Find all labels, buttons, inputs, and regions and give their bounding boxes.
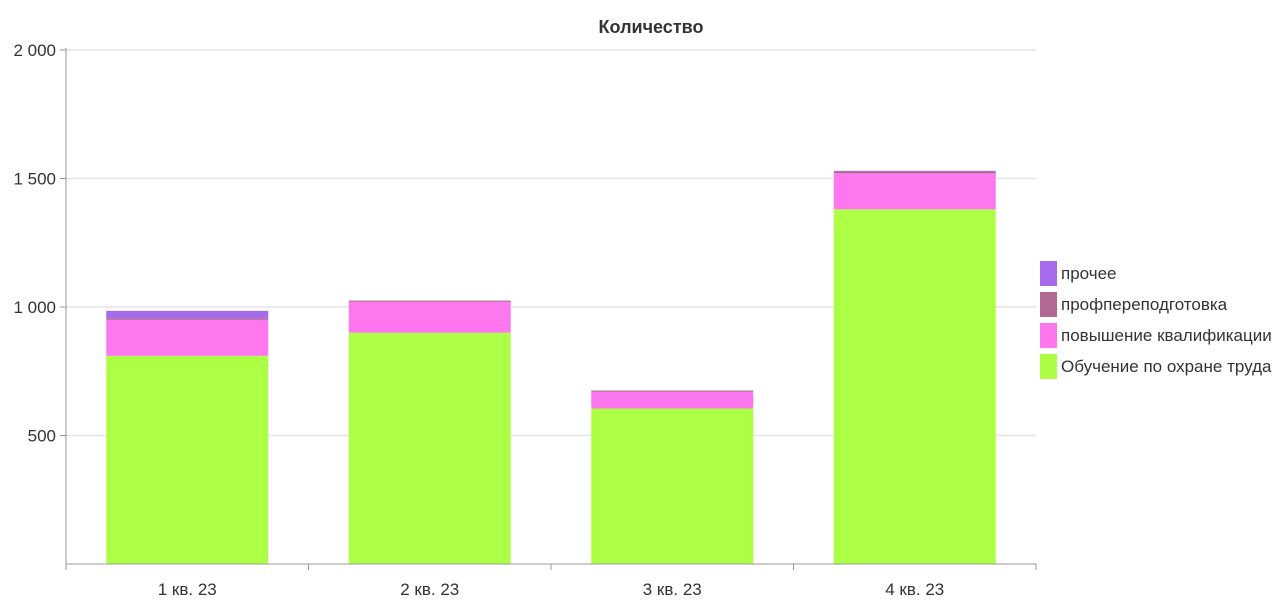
y-tick-label: 500 (28, 427, 56, 446)
bar-segment (833, 173, 996, 210)
tick-labels: 500 1 000 1 500 2 000 1 кв. 23 2 кв. 23 3 кв. … (13, 41, 944, 599)
bar-segment (591, 390, 754, 392)
chart-title: Количество (599, 17, 704, 37)
legend-swatch (1040, 292, 1057, 317)
legend-label: повышение квалификации (1061, 325, 1272, 345)
bar-segment (833, 170, 996, 172)
bar-segment (348, 301, 511, 333)
bar-segment (106, 318, 269, 320)
bar-segment (106, 310, 269, 319)
legend-item: повышение квалификации (1040, 320, 1272, 351)
legend-label: профпереподготовка (1061, 294, 1228, 314)
legend-label: прочее (1061, 263, 1117, 283)
bars (106, 170, 996, 564)
y-tick-label: 1 500 (13, 170, 56, 189)
x-tick-label: 4 кв. 23 (885, 580, 944, 599)
legend-label: Обучение по охране труда (1061, 356, 1272, 376)
legend-item: прочее (1040, 258, 1272, 289)
axes (60, 48, 1037, 570)
x-tick-label: 2 кв. 23 (400, 580, 459, 599)
bar-segment (833, 209, 996, 564)
x-tick-label: 3 кв. 23 (643, 580, 702, 599)
bar-segment (106, 355, 269, 564)
bar-segment (348, 300, 511, 302)
bar-segment (833, 171, 996, 174)
legend: прочее профпереподготовка повышение квалиф… (1040, 258, 1272, 382)
x-tick-label: 1 кв. 23 (158, 580, 217, 599)
y-tick-label: 1 000 (13, 298, 56, 317)
legend-swatch (1040, 323, 1057, 348)
legend-item: профпереподготовка (1040, 289, 1272, 320)
bar-segment (348, 332, 511, 564)
bar-segment (591, 408, 754, 564)
legend-swatch (1040, 261, 1057, 286)
bar-segment (591, 391, 754, 409)
y-tick-label: 2 000 (13, 41, 56, 60)
legend-item: Обучение по охране труда (1040, 351, 1272, 382)
bar-segment (106, 319, 269, 356)
legend-swatch (1040, 354, 1057, 379)
